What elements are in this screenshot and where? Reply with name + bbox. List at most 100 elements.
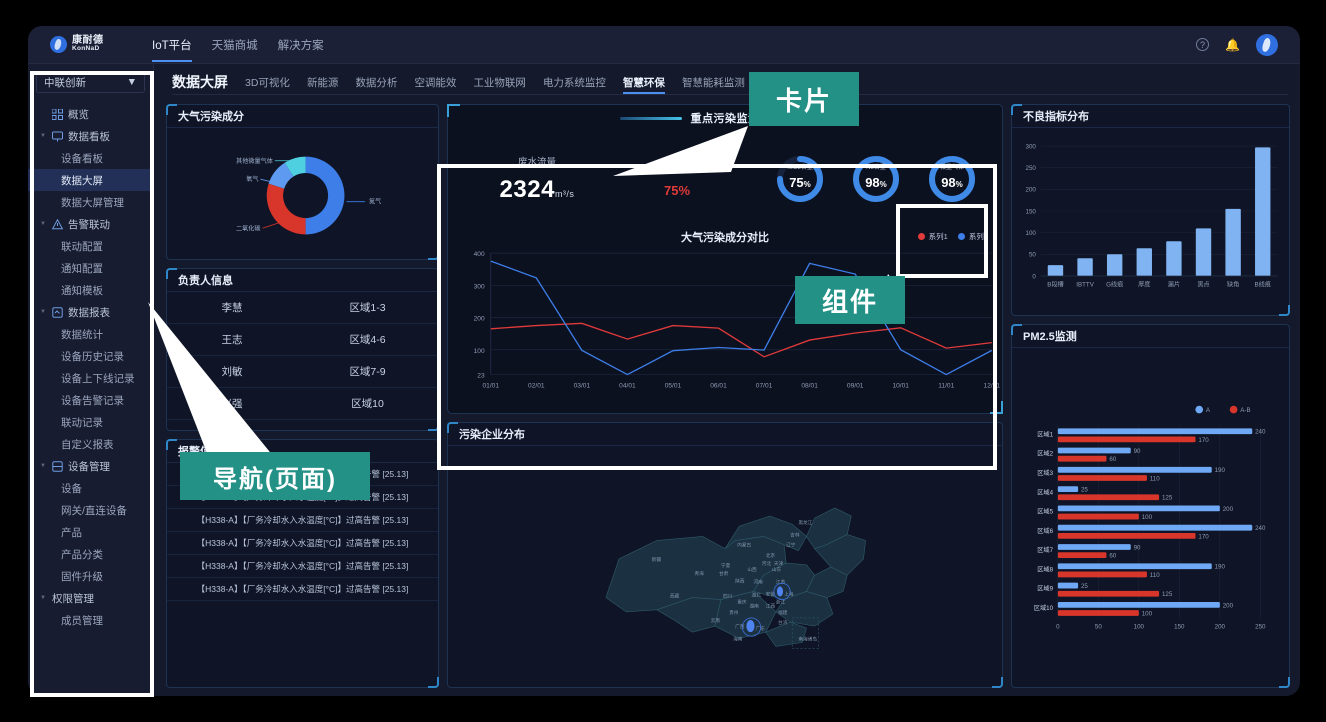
bar-A-B xyxy=(1057,475,1147,481)
chevron-down-icon: ▼ xyxy=(40,595,46,601)
gauge-suffix: % xyxy=(879,180,887,189)
bar-value: 190 xyxy=(1215,467,1226,474)
sidebar-item-device-mgmt[interactable]: ▼ 设备管理 xyxy=(28,455,153,477)
gauge-suffix: % xyxy=(955,180,963,189)
topnav-item-iot[interactable]: IoT平台 xyxy=(152,26,192,64)
list-item[interactable]: 【H338-A】【厂务冷却水入水温度[°C]】过高告警 [25.13] xyxy=(167,555,438,578)
list-item[interactable]: 【H338-A】【厂务冷却水入水温度[°C]】过高告警 [25.13] xyxy=(167,509,438,532)
list-item[interactable]: 【H338-A】【厂务冷却水入水温度[°C]】过高告警 [25.13] xyxy=(167,578,438,601)
chevron-down-icon: ▼ xyxy=(40,463,46,469)
sidebar-item-permissions[interactable]: ▼ 权限管理 xyxy=(28,587,153,609)
bar-A-B xyxy=(1057,532,1196,539)
legend-dot xyxy=(1229,405,1238,414)
bar-A-B xyxy=(1057,513,1139,520)
sidebar-item-firmware[interactable]: 固件升级 xyxy=(28,565,153,587)
sidebar-item-custom-report[interactable]: 自定义报表 xyxy=(28,433,153,455)
list-item[interactable]: 【H338-A】【厂务冷却水入水温度[°C]】过高告警 [25.13] xyxy=(167,532,438,555)
kpi-value-number: 2324 xyxy=(499,176,555,203)
tab-new-energy[interactable]: 新能源 xyxy=(306,76,339,89)
y-axis-tick: 0 xyxy=(1032,273,1036,280)
legend-label: 系列1 xyxy=(928,232,948,241)
responsible-area: 区域10 xyxy=(351,398,384,410)
tab-data-analysis[interactable]: 数据分析 xyxy=(355,76,398,89)
gauge-iso2-value: 75% xyxy=(774,175,826,190)
panel-pm25: PM2.5监测 0 50 100 150 200 250 区域1 240 170 区域2 90 60 区… xyxy=(1011,324,1290,688)
gauge-iso2-label: ISO2含量 xyxy=(787,165,813,171)
line-chart-legend: 系列1 系列2 xyxy=(917,231,988,242)
table-row[interactable]: 刘敏 区域7-9 xyxy=(167,356,438,388)
sidebar-item-devices[interactable]: 设备 xyxy=(28,477,153,499)
sidebar-item-members[interactable]: 成员管理 xyxy=(28,609,153,631)
sidebar-item-product-category-label: 产品分类 xyxy=(61,548,103,561)
sidebar-item-device-board[interactable]: 设备看板 xyxy=(28,147,153,169)
tab-energy-monitoring[interactable]: 智慧能耗监测 xyxy=(681,76,745,89)
bar-value: 25 xyxy=(1081,583,1088,590)
tab-power-monitoring[interactable]: 电力系统监控 xyxy=(542,76,606,89)
avatar[interactable] xyxy=(1256,33,1278,56)
y-axis-tick: 400 xyxy=(474,251,485,258)
gauge-trace-gas-label: 微量气体 xyxy=(939,165,964,171)
bar-A xyxy=(1057,466,1212,473)
kpi-row: 废水流量 2324m³/s 已完成 75% xyxy=(448,131,1002,227)
bar xyxy=(1136,248,1152,276)
sidebar-item-linkage-log[interactable]: 联动记录 xyxy=(28,411,153,433)
sidebar-item-alarm-linkage[interactable]: ▼ 告警联动 xyxy=(28,213,153,235)
navigation-annotation-label: 导航(页面) xyxy=(213,465,337,493)
navigation-highlight-box xyxy=(30,71,154,697)
sidebar-item-notify-config[interactable]: 通知配置 xyxy=(28,257,153,279)
sidebar-item-product-category[interactable]: 产品分类 xyxy=(28,543,153,565)
bar-A xyxy=(1057,447,1131,454)
bell-icon[interactable]: 🔔 xyxy=(1225,37,1240,52)
sidebar-item-dashboards-label: 数据看板 xyxy=(68,130,110,143)
sidebar-item-reports[interactable]: ▼ 数据报表 xyxy=(28,301,153,323)
x-axis-tick: 05/01 xyxy=(665,383,682,390)
sidebar-item-data-stats[interactable]: 数据统计 xyxy=(28,323,153,345)
sidebar-item-linkage-config[interactable]: 联动配置 xyxy=(28,235,153,257)
bar-A xyxy=(1057,601,1220,608)
sidebar-item-products[interactable]: 产品 xyxy=(28,521,153,543)
sidebar-item-gateway[interactable]: 网关/直连设备 xyxy=(28,499,153,521)
component-annotation: 组件 xyxy=(795,276,905,324)
donut-label-trace: 其他微量气体 xyxy=(236,157,273,165)
tab-industrial-iot[interactable]: 工业物联网 xyxy=(473,76,526,89)
bar-value: 100 xyxy=(1142,514,1153,521)
kpi-completed-unit: % xyxy=(678,182,691,198)
map-label: 贵州 xyxy=(729,609,739,616)
tab-smart-environment[interactable]: 智慧环保 xyxy=(622,77,665,94)
line-chart-title: 大气污染成分对比 xyxy=(681,232,769,244)
grid-icon xyxy=(52,108,63,120)
sidebar-item-dashboards[interactable]: ▼ 数据看板 xyxy=(28,125,153,147)
top-bar-actions: ? 🔔 xyxy=(1196,33,1300,56)
topnav-item-solutions[interactable]: 解决方案 xyxy=(277,39,324,52)
map-hotspot xyxy=(773,582,791,601)
title-rule-left xyxy=(619,116,682,120)
sidebar-item-device-online-log[interactable]: 设备上下线记录 xyxy=(28,367,153,389)
legend-label: 系列2 xyxy=(968,232,988,241)
sidebar-item-overview[interactable]: 概览 xyxy=(28,103,153,125)
tab-3d[interactable]: 3D可视化 xyxy=(245,76,290,89)
bar-A-B xyxy=(1057,590,1160,597)
panel-defect-distribution-title: 不良指标分布 xyxy=(1012,105,1289,128)
sidebar-item-device-alarm-log[interactable]: 设备告警记录 xyxy=(28,389,153,411)
map-label: 江苏 xyxy=(776,578,786,585)
table-row[interactable]: 赵强 区域10 xyxy=(167,388,438,420)
sidebar-item-notify-template[interactable]: 通知模板 xyxy=(28,279,153,301)
sidebar-item-data-screen-mgmt[interactable]: 数据大屏管理 xyxy=(28,191,153,213)
table-row[interactable]: 王志 区域4-6 xyxy=(167,324,438,356)
brand-logo[interactable]: 康耐德 KonNaD xyxy=(28,36,130,53)
tab-hvac-efficiency[interactable]: 空调能效 xyxy=(414,76,457,89)
responsible-table: 李慧 区域1-3 王志 区域4-6 刘敏 区域7-9 赵强 xyxy=(167,292,438,430)
x-axis-tick: 100 xyxy=(1134,623,1145,630)
gauge-number: 98 xyxy=(865,175,880,190)
sidebar-item-device-history[interactable]: 设备历史记录 xyxy=(28,345,153,367)
legend-series2: 系列2 xyxy=(957,231,988,242)
help-icon[interactable]: ? xyxy=(1196,38,1210,51)
topnav-item-tmall[interactable]: 天猫商城 xyxy=(211,39,258,52)
sidebar-item-data-screen[interactable]: 数据大屏 xyxy=(28,169,153,191)
map-label: 北京 xyxy=(766,552,776,559)
y-axis-tick: 300 xyxy=(1026,143,1037,150)
table-row[interactable]: 李慧 区域1-3 xyxy=(167,292,438,324)
china-map[interactable]: 黑龙江 吉林 辽宁 内蒙古 新疆 北京 天津 河北 山西 山东 宁夏 xyxy=(448,446,1002,687)
sidebar-item-linkage-log-label: 联动记录 xyxy=(61,416,103,429)
x-axis-tick: G线痕 xyxy=(1106,280,1123,288)
